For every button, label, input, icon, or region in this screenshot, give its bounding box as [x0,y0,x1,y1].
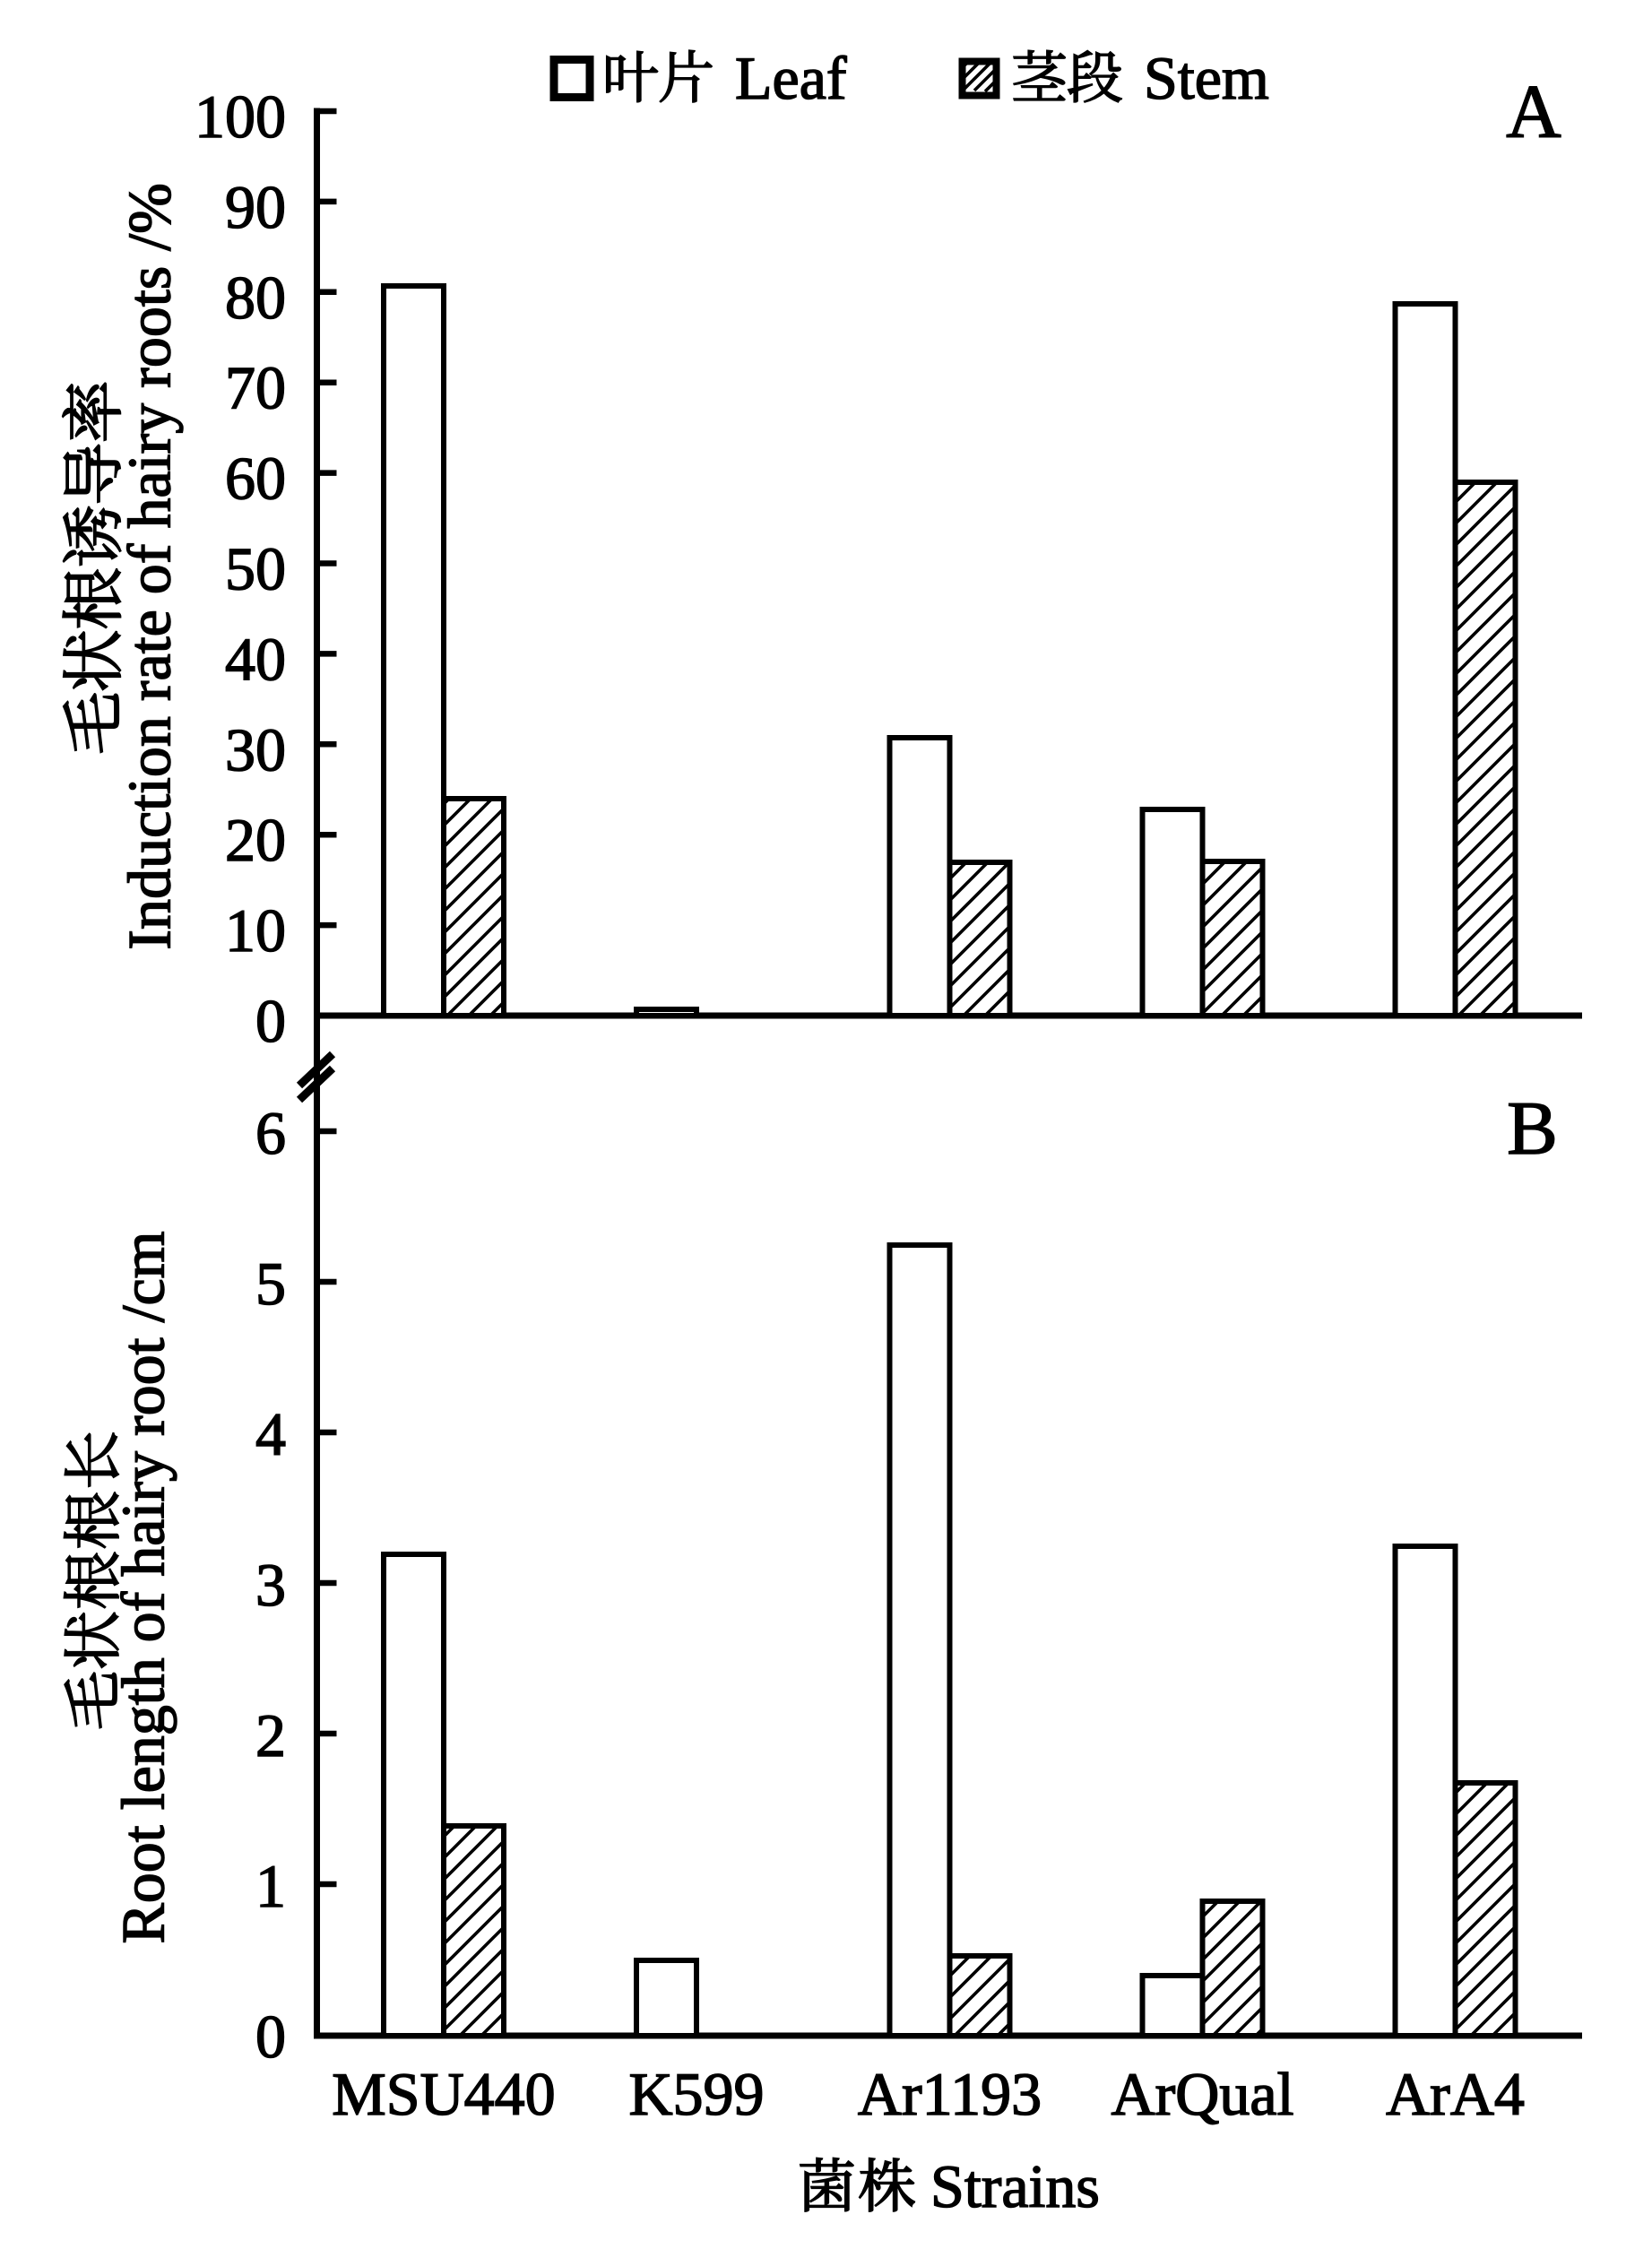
svg-text:20: 20 [225,806,286,874]
svg-text:30: 30 [225,715,286,783]
svg-text:0: 0 [255,987,286,1055]
svg-text:Root length of hairy root /cm: Root length of hairy root /cm [109,1231,177,1943]
svg-text:50: 50 [225,535,286,603]
svg-text:ArQual: ArQual [1111,2060,1294,2128]
svg-text:70: 70 [225,354,286,422]
svg-text:A: A [1506,70,1561,154]
svg-text:B: B [1507,1086,1558,1171]
svg-text:6: 6 [255,1099,286,1167]
svg-text:10: 10 [225,896,286,964]
svg-text:1: 1 [255,1852,286,1920]
svg-text:2: 2 [255,1701,286,1769]
svg-text:Strains: Strains [930,2152,1100,2220]
svg-text:40: 40 [225,625,286,693]
svg-text:100: 100 [195,82,286,151]
svg-text:MSU440: MSU440 [332,2060,555,2128]
svg-text:0: 0 [255,2002,286,2071]
svg-text:80: 80 [225,264,286,332]
svg-text:5: 5 [255,1250,286,1318]
svg-text:Leaf: Leaf [735,44,847,112]
svg-text:60: 60 [225,445,286,513]
svg-text:90: 90 [225,173,286,241]
svg-text:Induction rate of hairy roots: Induction rate of hairy roots /% [116,183,184,949]
svg-text:Stem: Stem [1144,44,1269,112]
svg-text:4: 4 [255,1400,286,1468]
svg-text:Ar1193: Ar1193 [858,2060,1042,2128]
svg-text:ArA4: ArA4 [1386,2060,1525,2128]
svg-text:K599: K599 [628,2060,764,2128]
svg-text:3: 3 [255,1551,286,1619]
